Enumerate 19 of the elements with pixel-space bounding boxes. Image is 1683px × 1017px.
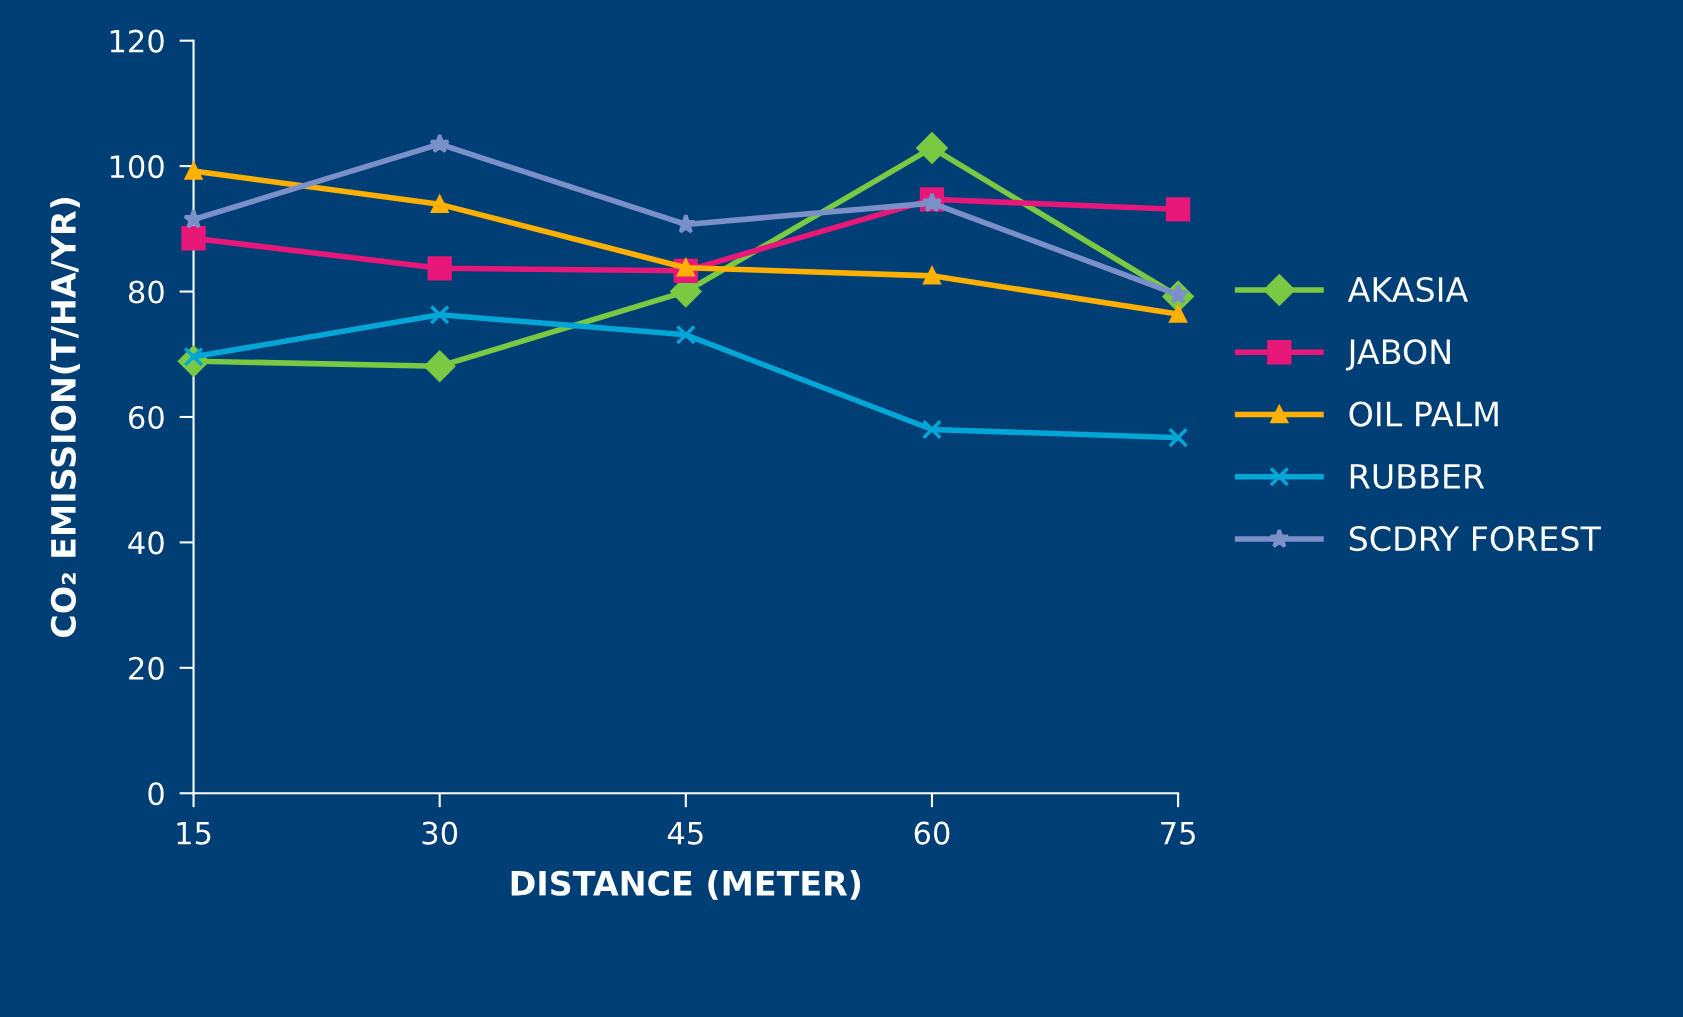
y-tick-label: 60 xyxy=(129,405,164,430)
y-tick-label: 100 xyxy=(110,155,164,179)
y-tick-label: 0 xyxy=(148,782,164,806)
x-tick-label: 30 xyxy=(422,821,458,845)
y-tick-label: 20 xyxy=(129,656,164,680)
y-tick-label: 80 xyxy=(128,280,164,304)
x-tick-label: 60 xyxy=(914,821,950,845)
legend-label: JABON xyxy=(1345,339,1450,371)
legend-label: OIL PALM xyxy=(1349,401,1498,427)
y-tick-label: 40 xyxy=(128,531,164,555)
legend-label: RUBBER xyxy=(1350,464,1485,489)
x-axis-title: DISTANCE (METER) xyxy=(511,870,861,900)
x-tick-label: 15 xyxy=(177,821,211,845)
x-tick-label: 45 xyxy=(667,821,703,845)
x-tick-label: 75 xyxy=(1161,821,1195,845)
y-axis-title: CO₂ EMISSION(T/HA/YR) xyxy=(50,198,80,638)
legend-label: SCDRY FOREST xyxy=(1349,525,1601,552)
y-tick-label: 120 xyxy=(110,29,164,53)
legend-label: AKASIA xyxy=(1347,276,1469,303)
